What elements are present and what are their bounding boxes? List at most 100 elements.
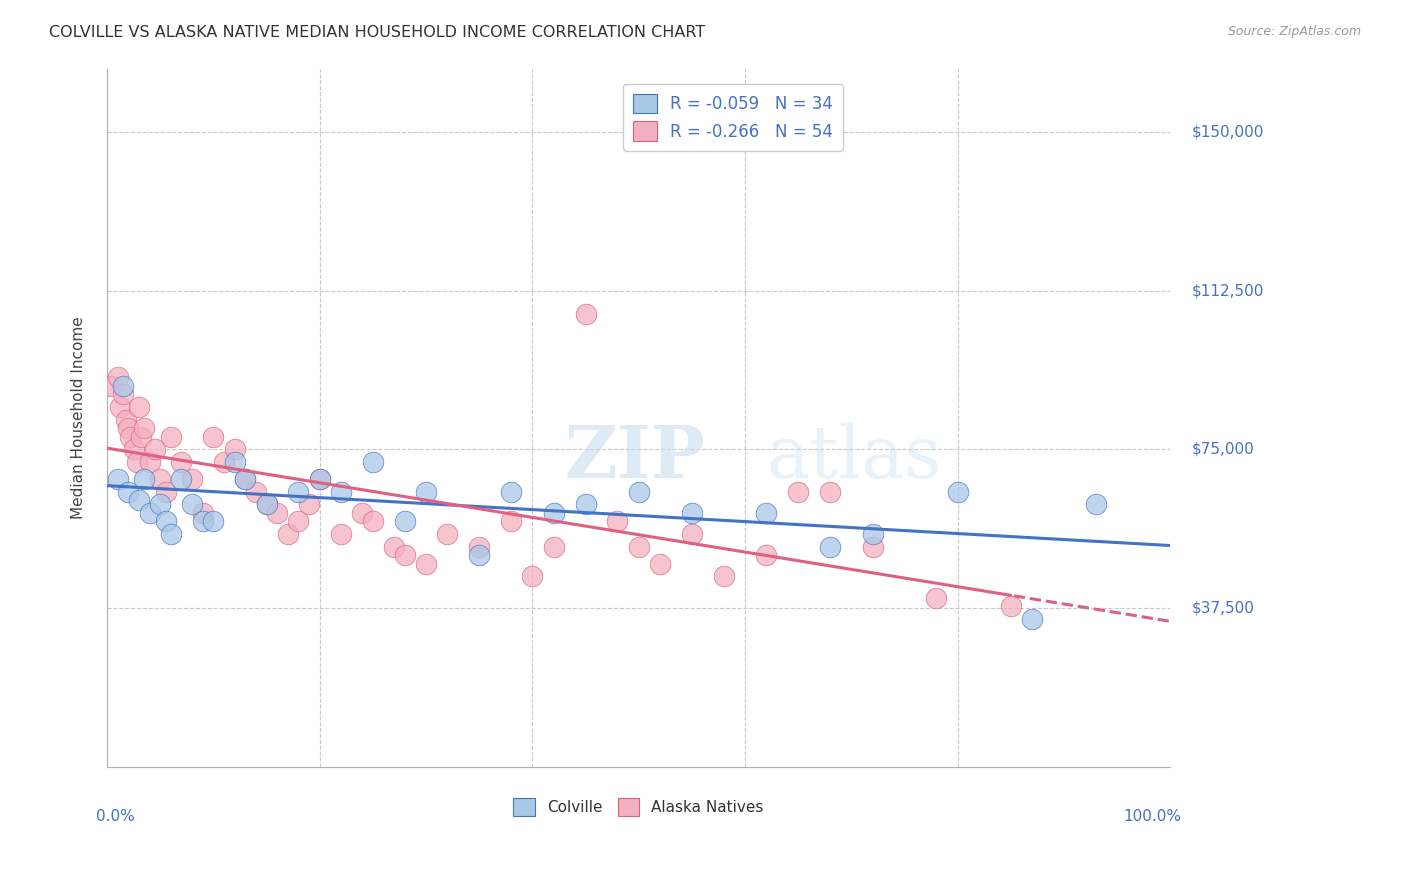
Point [648,557,671,571]
Point [818,484,841,499]
Point [181,498,204,512]
Point [818,540,841,554]
Point [415,557,437,571]
Point [256,498,278,512]
Point [522,569,544,583]
Point [170,455,193,469]
Point [543,540,565,554]
Text: atlas: atlas [766,423,942,493]
Point [394,515,416,529]
Point [134,472,156,486]
Point [107,472,129,486]
Point [191,506,214,520]
Point [606,515,628,529]
Point [129,430,152,444]
Point [149,472,172,486]
Point [501,515,523,529]
Point [125,455,148,469]
Text: ZIP: ZIP [564,423,706,493]
Point [277,527,299,541]
Point [155,515,177,529]
Point [128,400,150,414]
Point [1021,612,1043,626]
Point [501,484,523,499]
Point [755,506,778,520]
Point [224,442,246,457]
Text: $112,500: $112,500 [1191,284,1264,298]
Point [436,527,458,541]
Point [224,455,246,469]
Point [468,548,491,562]
Point [627,484,650,499]
Point [352,506,374,520]
Point [308,472,330,486]
Point [330,527,353,541]
Point [117,484,139,499]
Point [681,527,703,541]
Point [202,430,225,444]
Text: COLVILLE VS ALASKA NATIVE MEDIAN HOUSEHOLD INCOME CORRELATION CHART: COLVILLE VS ALASKA NATIVE MEDIAN HOUSEHO… [49,25,706,40]
Point [287,484,309,499]
Point [115,413,138,427]
Point [361,515,384,529]
Point [160,527,183,541]
Point [134,421,156,435]
Point [468,540,491,554]
Point [543,506,565,520]
Point [107,370,129,384]
Point [108,400,131,414]
Point [946,484,969,499]
Point [394,548,416,562]
Point [415,484,437,499]
Point [330,484,353,499]
Point [862,527,884,541]
Text: Source: ZipAtlas.com: Source: ZipAtlas.com [1227,25,1361,38]
Point [202,515,225,529]
Point [382,540,405,554]
Point [925,591,948,605]
Point [138,506,160,520]
Point [212,455,235,469]
Point [138,455,160,469]
Point [245,484,267,499]
Point [128,493,150,508]
Text: $75,000: $75,000 [1191,442,1254,457]
Point [1000,599,1022,613]
Point [862,540,884,554]
Point [713,569,735,583]
Point [143,442,166,457]
Point [256,498,278,512]
Point [170,472,193,486]
Y-axis label: Median Household Income: Median Household Income [72,317,86,519]
Point [308,472,330,486]
Point [117,421,139,435]
Point [787,484,810,499]
Legend: Colville, Alaska Natives: Colville, Alaska Natives [508,792,770,822]
Point [287,515,309,529]
Point [122,442,145,457]
Point [755,548,778,562]
Point [233,472,256,486]
Point [111,387,134,401]
Point [1084,498,1107,512]
Point [627,540,650,554]
Text: 100.0%: 100.0% [1123,809,1181,824]
Point [181,472,204,486]
Point [574,498,596,512]
Text: 0.0%: 0.0% [97,809,135,824]
Point [681,506,703,520]
Point [191,515,214,529]
Point [298,498,321,512]
Point [160,430,183,444]
Point [120,430,142,444]
Point [266,506,288,520]
Point [574,307,596,321]
Text: $37,500: $37,500 [1191,600,1254,615]
Point [111,379,134,393]
Point [101,379,124,393]
Point [149,498,172,512]
Point [233,472,256,486]
Point [155,484,177,499]
Text: $150,000: $150,000 [1191,125,1264,139]
Point [361,455,384,469]
